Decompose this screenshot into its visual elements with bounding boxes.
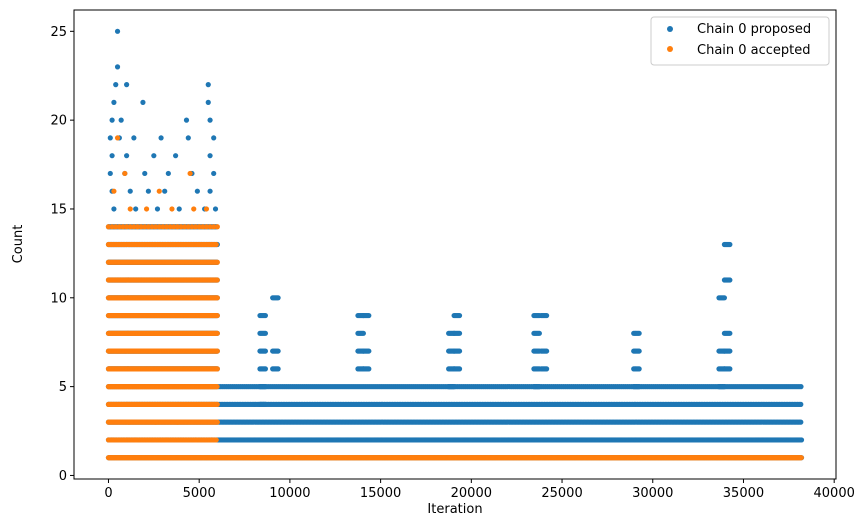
data-point [798, 401, 804, 407]
data-point [124, 82, 130, 88]
data-marks [105, 28, 805, 461]
data-point [194, 188, 200, 194]
data-point [262, 366, 269, 372]
data-point [185, 135, 191, 141]
data-point [207, 153, 213, 159]
data-point [212, 206, 219, 212]
data-point [721, 384, 728, 390]
data-point [114, 28, 121, 34]
data-point [142, 170, 148, 177]
data-point [360, 330, 366, 336]
data-point [544, 366, 550, 372]
data-point [111, 206, 117, 212]
data-point [275, 366, 281, 372]
data-point [262, 401, 269, 407]
data-point [124, 153, 130, 159]
data-point [727, 277, 733, 283]
data-point [158, 135, 164, 141]
data-point [173, 153, 179, 159]
series-1 [105, 135, 804, 461]
data-point [205, 99, 211, 105]
data-point [544, 312, 550, 319]
data-point [727, 241, 733, 248]
data-point [114, 64, 121, 70]
data-point [536, 330, 542, 336]
data-point [107, 170, 113, 177]
data-point [176, 206, 182, 212]
data-point [207, 188, 213, 194]
data-point [721, 295, 728, 301]
data-point [145, 188, 151, 194]
data-point [262, 384, 269, 390]
data-point [636, 366, 642, 372]
data-point [798, 384, 804, 390]
data-point [205, 82, 211, 88]
data-point [456, 312, 463, 319]
data-point [544, 348, 550, 354]
data-point [727, 366, 733, 372]
data-point [107, 135, 113, 141]
data-point [183, 117, 190, 123]
data-point [798, 437, 805, 443]
data-point [727, 330, 733, 336]
data-point [456, 366, 463, 372]
data-point [131, 135, 137, 141]
data-point [366, 348, 372, 354]
data-point [366, 312, 372, 319]
data-point [165, 170, 171, 177]
data-point [109, 117, 115, 123]
data-point [151, 153, 157, 159]
data-point [207, 117, 213, 123]
data-point [636, 330, 642, 336]
data-point [636, 348, 642, 354]
data-point [798, 419, 804, 425]
data-point [262, 330, 269, 336]
data-point [109, 153, 115, 159]
data-point [154, 206, 161, 212]
data-point [451, 384, 457, 390]
data-point [211, 170, 217, 177]
data-point [133, 206, 139, 212]
data-point [262, 348, 269, 354]
data-point [113, 82, 119, 88]
data-point [456, 330, 463, 336]
data-point [275, 295, 281, 301]
data-point [636, 384, 642, 390]
data-point [162, 188, 168, 194]
data-point [211, 135, 217, 141]
data-point [727, 348, 733, 354]
data-point [456, 348, 463, 354]
data-point [118, 117, 124, 123]
data-point [140, 99, 146, 105]
data-point [127, 188, 133, 194]
data-point [366, 366, 372, 372]
data-point [262, 312, 269, 319]
data-point [111, 99, 117, 105]
data-point [275, 348, 281, 354]
data-point [536, 384, 542, 390]
